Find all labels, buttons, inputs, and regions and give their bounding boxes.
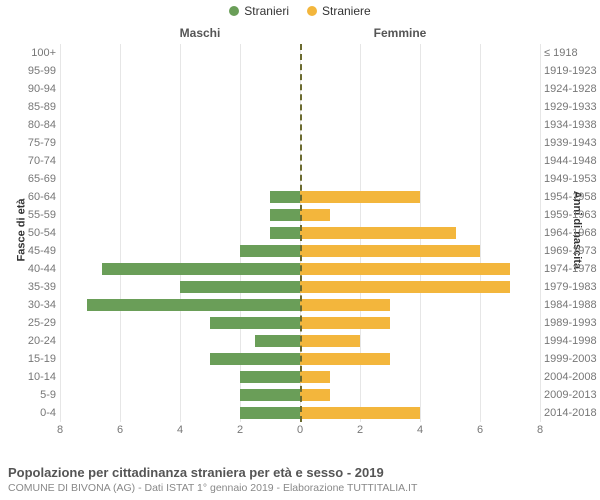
legend-swatch-male <box>229 6 239 16</box>
chart-subtitle: COMUNE DI BIVONA (AG) - Dati ISTAT 1° ge… <box>8 482 592 494</box>
bar-female <box>300 371 330 383</box>
y-tick-right: 1919-1923 <box>544 62 598 80</box>
y-tick-left: 100+ <box>2 44 56 62</box>
bar-female <box>300 335 360 347</box>
plot-right-half <box>300 44 540 422</box>
bar-female <box>300 407 420 419</box>
y-tick-left: 80-84 <box>2 116 56 134</box>
y-tick-left: 95-99 <box>2 62 56 80</box>
y-tick-left: 70-74 <box>2 152 56 170</box>
bar-male <box>210 317 300 329</box>
y-tick-right: 2009-2013 <box>544 386 598 404</box>
y-tick-right: 1964-1968 <box>544 224 598 242</box>
legend: Stranieri Straniere <box>0 4 600 18</box>
gridline <box>540 44 541 422</box>
chart-title: Popolazione per cittadinanza straniera p… <box>8 465 592 480</box>
x-tick: 6 <box>117 424 123 436</box>
y-tick-left: 85-89 <box>2 98 56 116</box>
bar-male <box>240 245 300 257</box>
y-tick-right: 1924-1928 <box>544 80 598 98</box>
bar-female <box>300 263 510 275</box>
bar-female <box>300 353 390 365</box>
y-tick-left: 90-94 <box>2 80 56 98</box>
footer: Popolazione per cittadinanza straniera p… <box>8 465 592 494</box>
x-tick: 2 <box>357 424 363 436</box>
y-tick-left: 40-44 <box>2 260 56 278</box>
bar-female <box>300 281 510 293</box>
legend-swatch-female <box>307 6 317 16</box>
bar-female <box>300 191 420 203</box>
x-tick: 8 <box>57 424 63 436</box>
y-tick-right: 1944-1948 <box>544 152 598 170</box>
column-header-male: Maschi <box>120 26 280 40</box>
legend-label-male: Stranieri <box>244 4 289 18</box>
y-tick-right: 1939-1943 <box>544 134 598 152</box>
bar-female <box>300 209 330 221</box>
y-tick-left: 0-4 <box>2 404 56 422</box>
y-tick-left: 35-39 <box>2 278 56 296</box>
y-tick-right: 2004-2008 <box>544 368 598 386</box>
bar-male <box>270 209 300 221</box>
bar-female <box>300 299 390 311</box>
y-tick-right: ≤ 1918 <box>544 44 598 62</box>
bar-male <box>240 389 300 401</box>
bar-female <box>300 317 390 329</box>
bar-male <box>270 227 300 239</box>
bar-male <box>210 353 300 365</box>
y-tick-left: 75-79 <box>2 134 56 152</box>
bar-female <box>300 245 480 257</box>
y-tick-left: 10-14 <box>2 368 56 386</box>
y-tick-right: 2014-2018 <box>544 404 598 422</box>
x-tick: 2 <box>237 424 243 436</box>
legend-item-female: Straniere <box>307 4 371 18</box>
y-tick-left: 45-49 <box>2 242 56 260</box>
y-tick-left: 5-9 <box>2 386 56 404</box>
x-tick: 6 <box>477 424 483 436</box>
column-header-female: Femmine <box>320 26 480 40</box>
y-tick-left: 60-64 <box>2 188 56 206</box>
y-tick-right: 1954-1958 <box>544 188 598 206</box>
y-tick-right: 1974-1978 <box>544 260 598 278</box>
x-tick: 0 <box>297 424 303 436</box>
y-tick-right: 1969-1973 <box>544 242 598 260</box>
y-tick-right: 1999-2003 <box>544 350 598 368</box>
y-tick-right: 1934-1938 <box>544 116 598 134</box>
y-tick-right: 1979-1983 <box>544 278 598 296</box>
plot-left-half <box>60 44 300 422</box>
bar-male <box>270 191 300 203</box>
y-tick-left: 50-54 <box>2 224 56 242</box>
y-tick-left: 15-19 <box>2 350 56 368</box>
y-tick-right: 1994-1998 <box>544 332 598 350</box>
legend-label-female: Straniere <box>322 4 371 18</box>
x-tick: 4 <box>417 424 423 436</box>
bar-male <box>240 371 300 383</box>
y-tick-right: 1949-1953 <box>544 170 598 188</box>
y-tick-left: 55-59 <box>2 206 56 224</box>
y-tick-left: 20-24 <box>2 332 56 350</box>
y-tick-left: 25-29 <box>2 314 56 332</box>
y-tick-left: 30-34 <box>2 296 56 314</box>
bar-male <box>240 407 300 419</box>
y-tick-right: 1929-1933 <box>544 98 598 116</box>
bar-female <box>300 389 330 401</box>
legend-item-male: Stranieri <box>229 4 289 18</box>
bar-male <box>102 263 300 275</box>
y-tick-right: 1959-1963 <box>544 206 598 224</box>
center-line <box>300 44 302 422</box>
plot-area <box>60 44 540 422</box>
chart-container: Stranieri Straniere Maschi Femmine Fasce… <box>0 0 600 500</box>
bar-male <box>255 335 300 347</box>
bar-male <box>87 299 300 311</box>
x-tick: 8 <box>537 424 543 436</box>
bar-female <box>300 227 456 239</box>
x-tick: 4 <box>177 424 183 436</box>
y-tick-right: 1984-1988 <box>544 296 598 314</box>
y-tick-left: 65-69 <box>2 170 56 188</box>
bar-male <box>180 281 300 293</box>
y-tick-right: 1989-1993 <box>544 314 598 332</box>
